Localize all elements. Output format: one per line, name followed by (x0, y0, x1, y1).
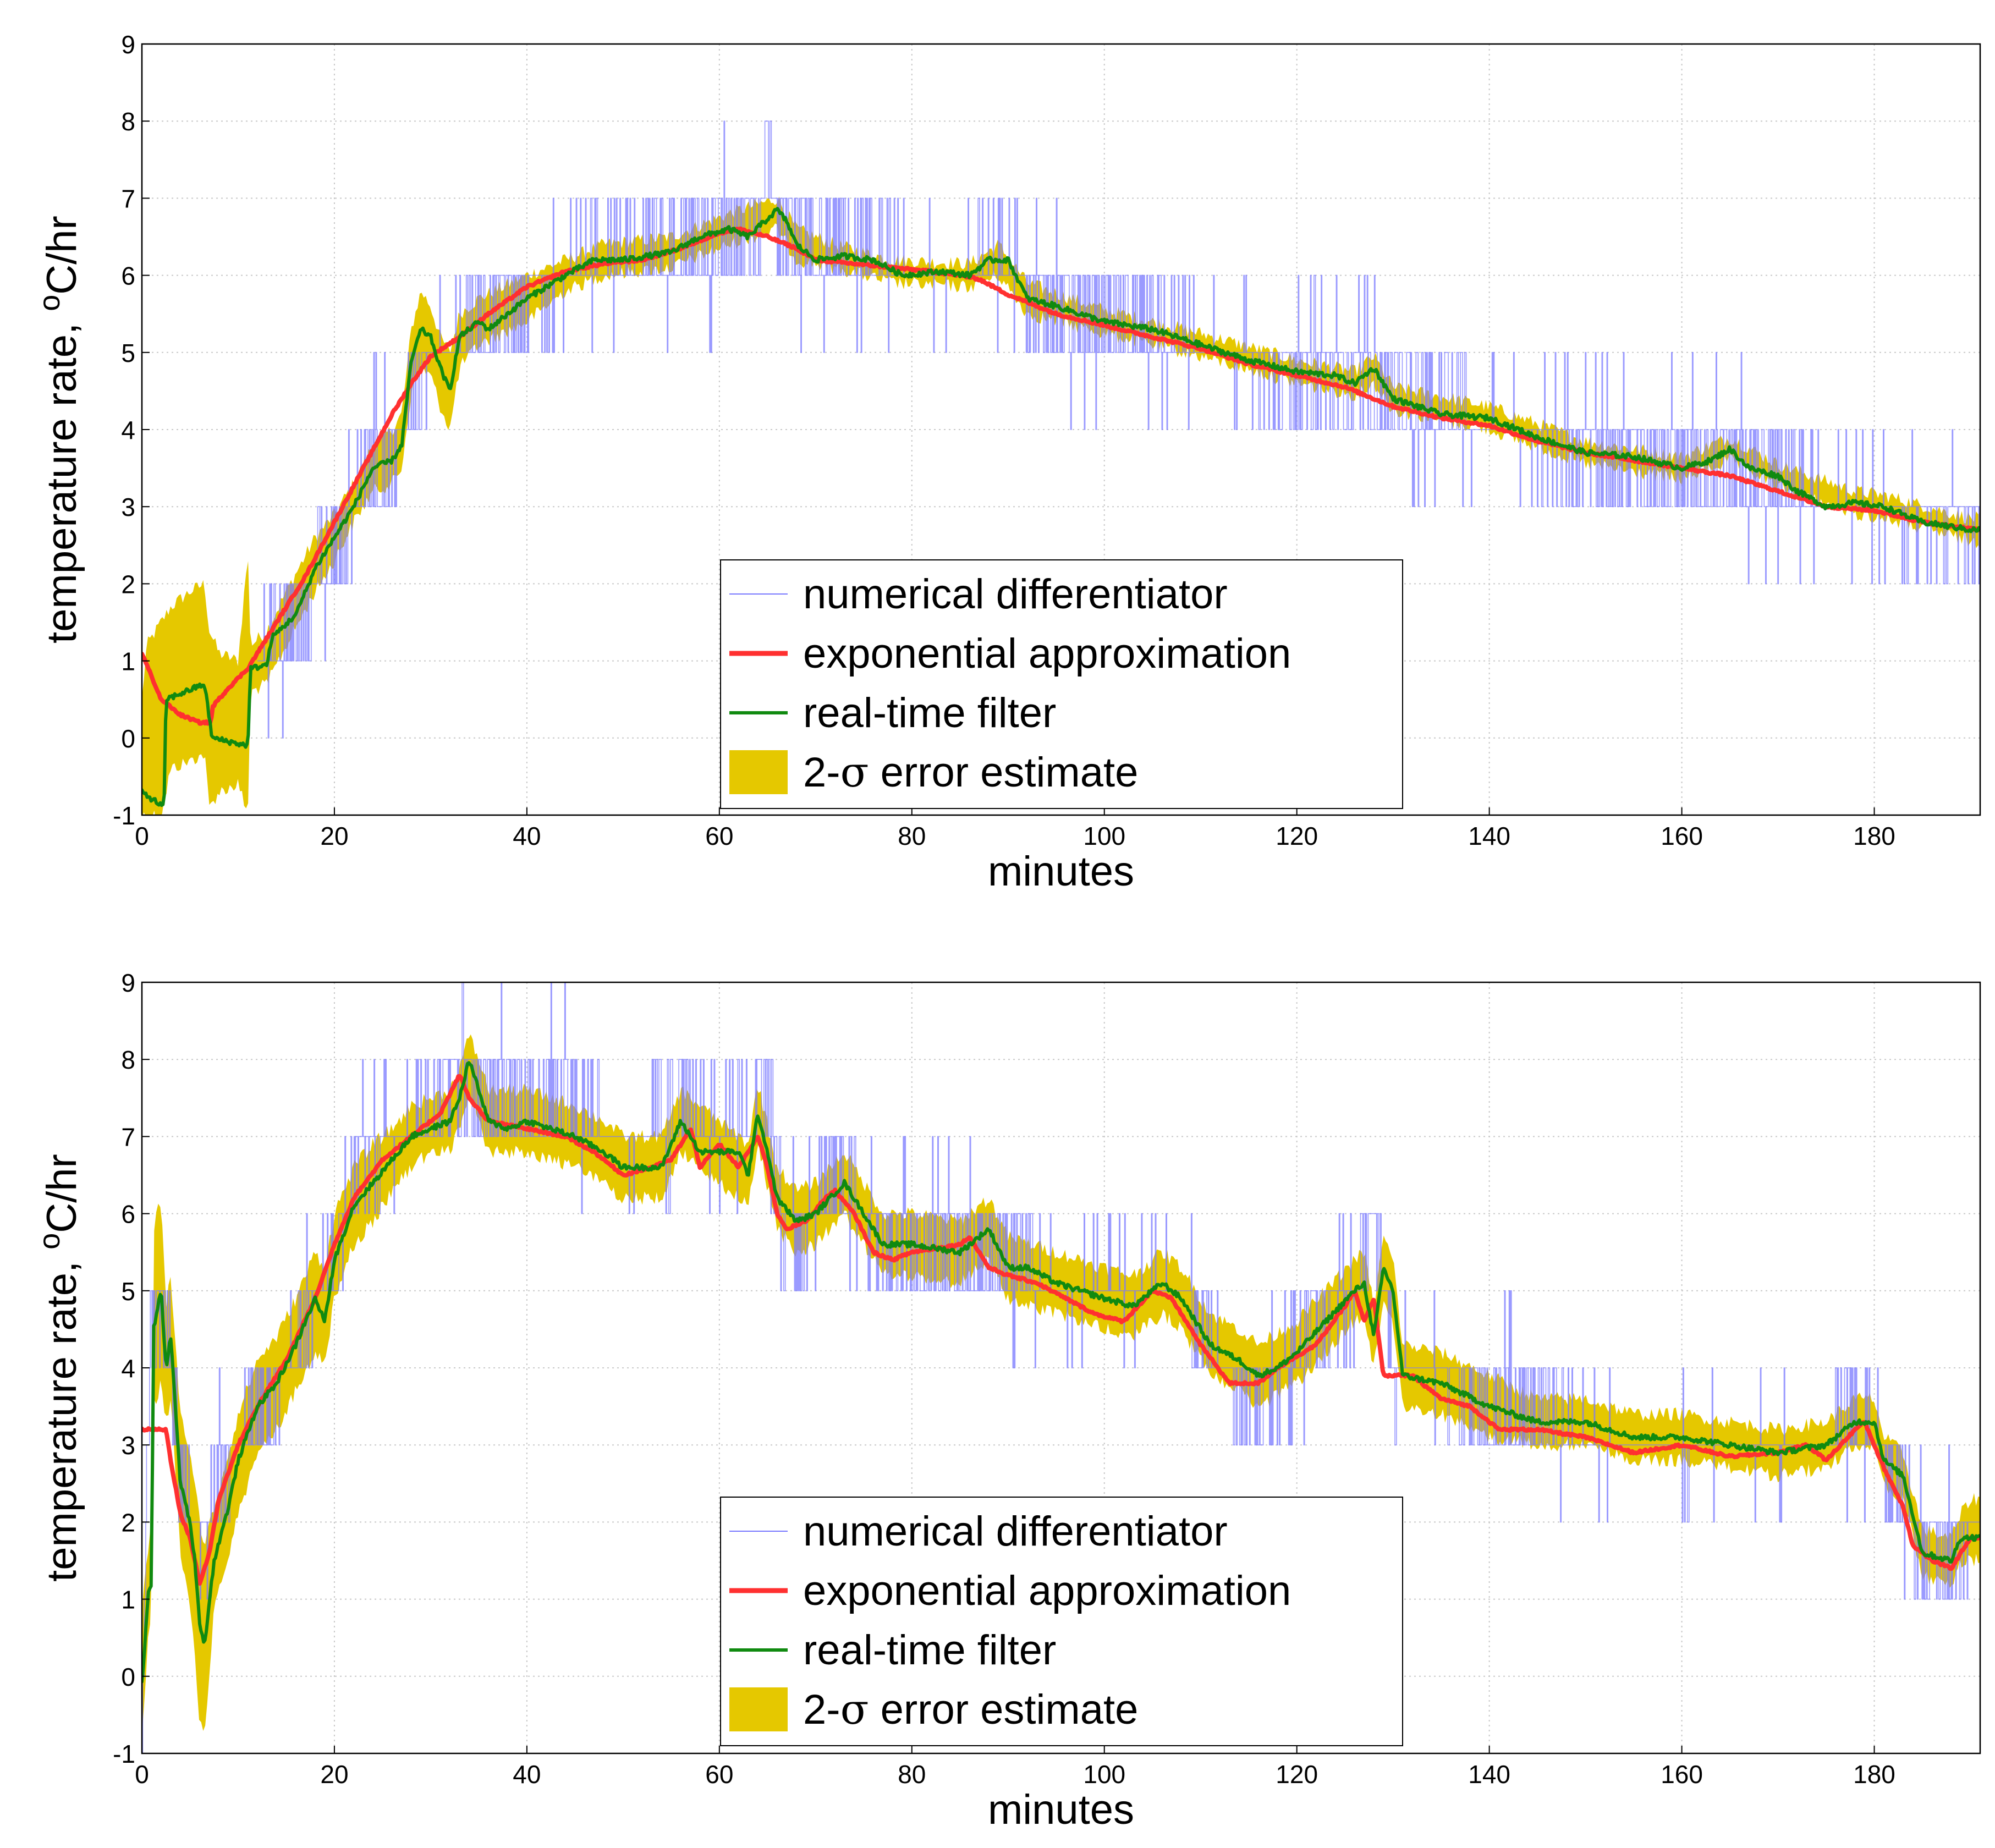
plot-content (142, 120, 1980, 815)
y-tick-label: 4 (121, 416, 135, 444)
y-tick-label: 9 (121, 30, 135, 59)
legend-label: exponential approximation (803, 630, 1291, 677)
legend-label: numerical differentiator (803, 571, 1228, 618)
y-tick-label: 6 (121, 262, 135, 290)
x-tick-label: 120 (1276, 1760, 1318, 1789)
x-axis-label: minutes (988, 1786, 1134, 1833)
y-tick-label: -1 (113, 1740, 135, 1768)
y-tick-label: 9 (121, 969, 135, 997)
x-tick-label: 160 (1661, 822, 1703, 850)
y-tick-label: 4 (121, 1354, 135, 1383)
legend-swatch-error-estimate (729, 1687, 788, 1731)
x-axis-label: minutes (988, 848, 1134, 895)
x-tick-label: 160 (1661, 1760, 1703, 1789)
plot-content (142, 982, 1980, 1753)
x-tick-label: 100 (1083, 822, 1125, 850)
series-exponential-approximation (142, 1074, 1980, 1586)
legend-label: numerical differentiator (803, 1508, 1228, 1555)
x-tick-label: 80 (898, 1760, 926, 1789)
x-tick-label: 40 (513, 822, 541, 850)
legend-box (720, 559, 1403, 809)
y-tick-label: 8 (121, 1046, 135, 1074)
series-real-time-filter (142, 207, 1980, 807)
y-tick-label: 2 (121, 570, 135, 598)
x-tick-label: 80 (898, 822, 926, 850)
x-tick-label: 180 (1853, 822, 1895, 850)
y-tick-label: 5 (121, 1277, 135, 1306)
y-tick-label: 0 (121, 1663, 135, 1691)
legend-swatch-error-estimate (729, 750, 788, 794)
x-tick-label: 140 (1468, 1760, 1510, 1789)
legend-label: 2-σ error estimate (803, 1685, 1138, 1734)
y-tick-label: 6 (121, 1200, 135, 1229)
legend: numerical differentiator exponential appr… (720, 1497, 1403, 1746)
legend-label: 2-σ error estimate (803, 747, 1138, 796)
x-tick-label: 140 (1468, 822, 1510, 850)
y-axis-label: temperature rate, oC/hr (33, 216, 85, 644)
x-tick-label: 60 (705, 822, 733, 850)
x-tick-label: 180 (1853, 1760, 1895, 1789)
series-real-time-filter (142, 1061, 1980, 1684)
y-tick-label: 2 (121, 1508, 135, 1537)
y-tick-label: 1 (121, 1586, 135, 1614)
y-tick-label: 0 (121, 724, 135, 753)
y-tick-label: -1 (113, 801, 135, 830)
y-tick-label: 8 (121, 107, 135, 136)
x-tick-label: 20 (320, 1760, 348, 1789)
x-tick-label: 0 (135, 822, 149, 850)
legend-box (720, 1497, 1403, 1746)
legend-label: exponential approximation (803, 1568, 1291, 1614)
series-numerical-differentiator (142, 982, 1980, 1753)
x-tick-label: 60 (705, 1760, 733, 1789)
y-tick-label: 7 (121, 184, 135, 213)
series-numerical-differentiator (257, 120, 1980, 739)
x-tick-label: 20 (320, 822, 348, 850)
y-tick-label: 3 (121, 493, 135, 521)
y-axis-label: temperature rate, oC/hr (33, 1154, 85, 1582)
y-tick-label: 7 (121, 1123, 135, 1151)
legend: numerical differentiator exponential appr… (720, 559, 1403, 809)
y-tick-label: 3 (121, 1431, 135, 1460)
x-tick-label: 120 (1276, 822, 1318, 850)
y-tick-label: 5 (121, 339, 135, 367)
x-tick-label: 40 (513, 1760, 541, 1789)
y-tick-label: 1 (121, 647, 135, 676)
x-tick-label: 100 (1083, 1760, 1125, 1789)
chart-top: 0 20 40 60 80 100 120 140 160 180-10123456789minu… (33, 30, 1981, 895)
legend-label: real-time filter (803, 1627, 1056, 1674)
chart-bottom: 0 20 40 60 80 100 120 140 160 180-10123456789minu… (33, 969, 1981, 1833)
x-tick-label: 0 (135, 1760, 149, 1789)
legend-label: real-time filter (803, 690, 1056, 736)
